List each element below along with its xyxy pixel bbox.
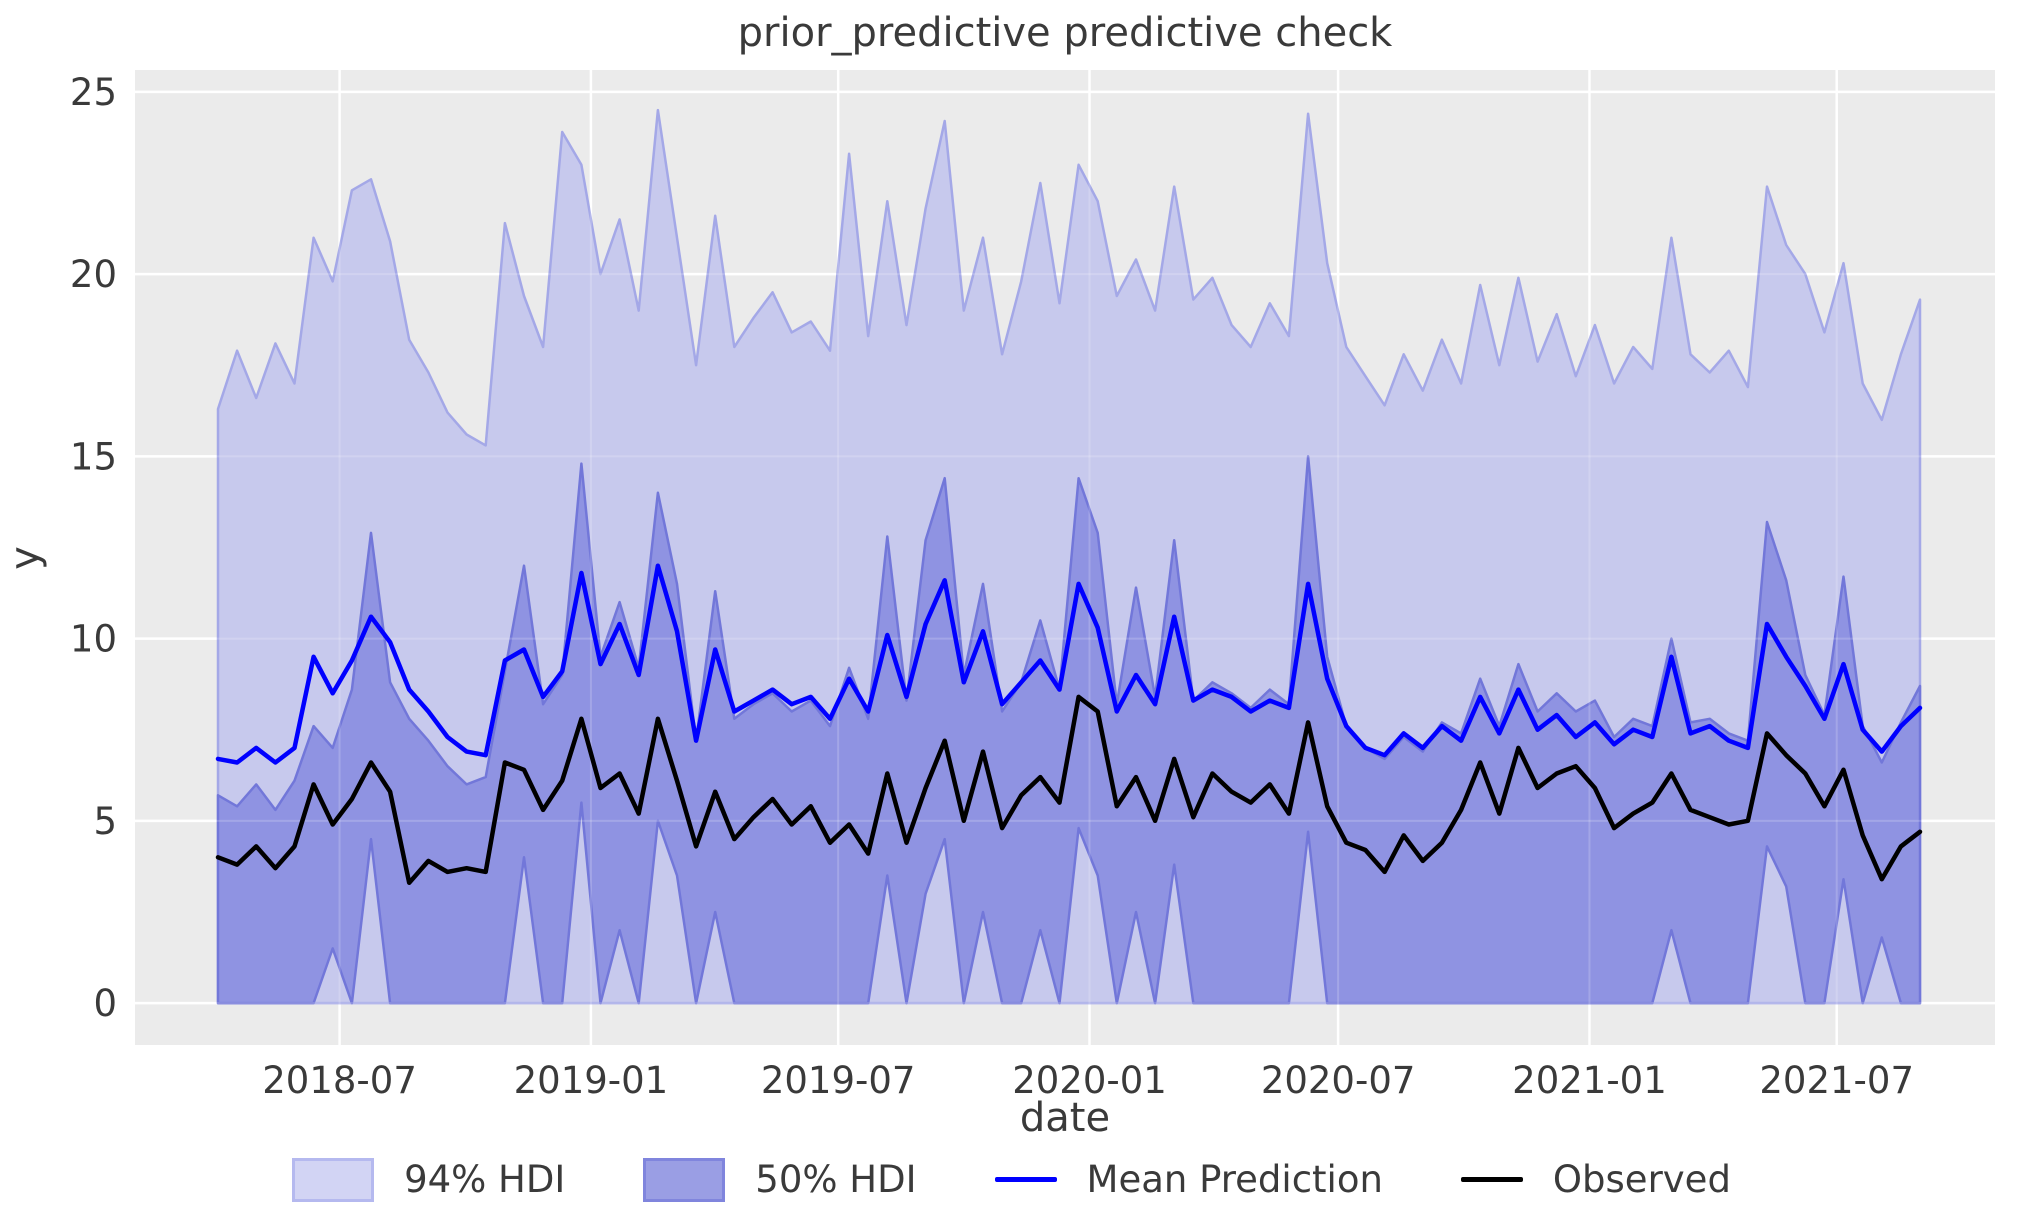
hdi50-swatch — [643, 1157, 726, 1202]
y-axis-label: y — [2, 546, 48, 570]
legend-item-mean-prediction: Mean Prediction — [994, 1158, 1383, 1201]
legend-label-mean-prediction: Mean Prediction — [1086, 1158, 1383, 1201]
prior-predictive-chart: prior_predictive predictive check 0 5 10 15… — [2, 10, 1995, 1141]
data-lines — [215, 563, 1923, 886]
x-tick-label: 2020-01 — [1012, 1059, 1167, 1102]
x-tick-label: 2019-07 — [761, 1059, 916, 1102]
x-tick-label: 2020-07 — [1261, 1059, 1416, 1102]
legend-label-94-hdi: 94% HDI — [404, 1158, 566, 1201]
y-tick-label: 0 — [93, 982, 117, 1025]
x-tick-label: 2018-07 — [262, 1059, 417, 1102]
x-tick-label: 2019-01 — [514, 1059, 669, 1102]
y-tick-label: 10 — [70, 618, 117, 661]
gridlines-overlay — [135, 70, 1995, 1045]
y-tick-label: 15 — [70, 435, 117, 478]
chart-title: prior_predictive predictive check — [738, 10, 1394, 56]
y-tick-label: 25 — [70, 71, 117, 114]
x-axis-label: date — [1020, 1095, 1110, 1141]
x-tick-label: 2021-07 — [1759, 1059, 1914, 1102]
observed-line — [215, 694, 1923, 886]
legend-label-observed: Observed — [1552, 1158, 1731, 1201]
y-tick-label: 20 — [70, 253, 117, 296]
hdi94-swatch — [292, 1157, 375, 1202]
observed-line-swatch — [1460, 1177, 1523, 1182]
legend-label-50-hdi: 50% HDI — [755, 1158, 917, 1201]
x-tick-label: 2021-01 — [1512, 1059, 1667, 1102]
mean-prediction-line-swatch — [994, 1177, 1057, 1182]
legend-item-50-hdi: 50% HDI — [643, 1157, 917, 1202]
legend: 94% HDI 50% HDI Mean Prediction Observed — [0, 1142, 2023, 1217]
tick-labels: 0 5 10 15 20 25 2018-07 2019-01 2019-07 2020-01 20… — [70, 71, 1914, 1102]
legend-item-observed: Observed — [1460, 1158, 1731, 1201]
mean-prediction-line — [215, 563, 1923, 765]
y-tick-label: 5 — [93, 800, 117, 843]
legend-item-94-hdi: 94% HDI — [292, 1157, 566, 1202]
